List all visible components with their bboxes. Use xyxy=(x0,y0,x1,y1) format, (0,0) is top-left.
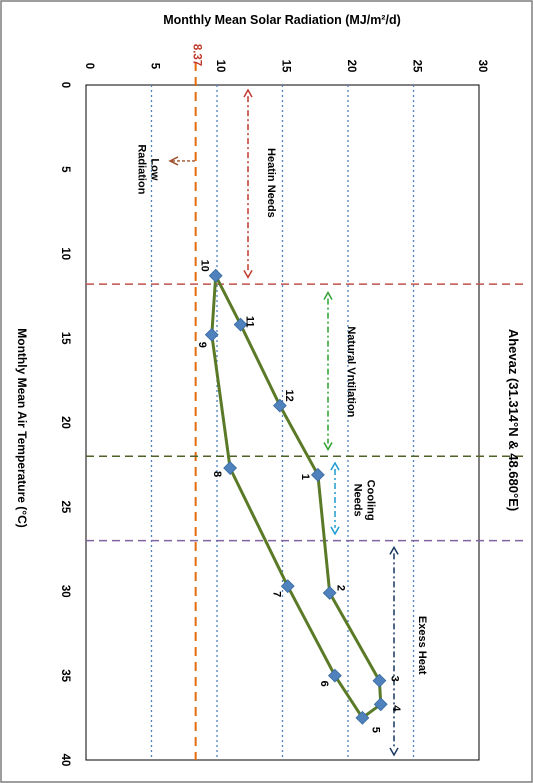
excess-heat-arrow-head-end xyxy=(389,747,399,757)
x-tick-label: 25 xyxy=(59,500,71,513)
data-point-label: 12 xyxy=(283,390,295,402)
data-point-label: 9 xyxy=(196,342,208,348)
reference-line-label: 8.37 xyxy=(191,44,203,66)
annotation-ventilation: Natural Vntilation xyxy=(345,326,357,417)
data-point xyxy=(204,327,219,342)
data-point xyxy=(233,317,248,332)
data-point xyxy=(355,710,370,725)
x-tick-label: 15 xyxy=(59,332,71,345)
ventilation-arrow-head-start xyxy=(323,291,333,300)
x-axis-title: Monthly Mean Air Temperature (°C) xyxy=(15,328,29,527)
reference-lines xyxy=(86,62,524,760)
annotation-cooling-line: Cooling xyxy=(365,480,377,521)
annotations: Heatin Needs Natural Vntilation CoolingNee… xyxy=(136,88,428,757)
data-point-label: 1 xyxy=(299,474,311,480)
annotation-low-radiation-line: Radiation xyxy=(136,144,148,194)
y-tick-label: 0 xyxy=(83,63,95,69)
x-tick-label: 40 xyxy=(59,754,71,767)
data-point-label: 4 xyxy=(390,705,402,712)
x-tick-label: 30 xyxy=(59,585,71,598)
cooling-arrow-head-start xyxy=(330,461,340,471)
x-tick-label: 5 xyxy=(59,166,71,173)
x-tick-label: 20 xyxy=(59,416,71,429)
data-point xyxy=(310,467,325,482)
data-point-label: 3 xyxy=(388,676,400,682)
x-tick-label: 0 xyxy=(59,82,71,88)
data-point-label: 10 xyxy=(199,260,211,272)
chart-title: Ahevaz (31.314°N & 48.680°E) xyxy=(506,329,521,511)
data-point xyxy=(280,579,295,594)
data-point-label: 5 xyxy=(369,727,381,733)
cooling-arrow-head-end xyxy=(330,526,340,536)
annotation-heating: Heatin Needs xyxy=(265,148,277,218)
x-tick-label: 10 xyxy=(59,247,71,260)
heating-arrow-head-end xyxy=(243,270,253,279)
data-point xyxy=(272,398,287,413)
data-point-label: 8 xyxy=(211,471,223,477)
data-point-label: 7 xyxy=(271,591,283,597)
y-tick-label: 30 xyxy=(476,60,488,73)
y-tick-label: 20 xyxy=(345,60,357,73)
data-point xyxy=(373,697,388,712)
y-tick-label: 10 xyxy=(214,60,226,73)
data-point-label: 11 xyxy=(244,316,256,328)
data-point xyxy=(223,461,238,475)
x-tick-label: 35 xyxy=(59,669,71,682)
ventilation-arrow-head-end xyxy=(323,442,333,452)
data-point xyxy=(372,673,387,688)
plot-area xyxy=(85,84,480,761)
annotation-cooling-line: Needs xyxy=(352,484,364,517)
low-radiation-arrow-head xyxy=(168,156,179,166)
data-point xyxy=(327,668,342,683)
y-tick-label: 15 xyxy=(280,60,292,73)
annotation-excess-heat: Exess Heat xyxy=(416,616,428,675)
heating-arrow-head-start xyxy=(243,88,253,98)
y-tick-label: 5 xyxy=(149,63,161,70)
annotation-low-radiation-line: Low xyxy=(149,158,161,180)
data-point-label: 6 xyxy=(318,681,330,687)
data-point xyxy=(322,586,337,600)
data-point-label: 2 xyxy=(335,585,347,591)
excess-heat-arrow-head-start xyxy=(389,545,399,555)
y-tick-label: 25 xyxy=(411,60,423,73)
y-axis-title: Monthly Mean Solar Radiation (MJ/m²/d) xyxy=(163,13,401,27)
data-point xyxy=(208,268,223,283)
